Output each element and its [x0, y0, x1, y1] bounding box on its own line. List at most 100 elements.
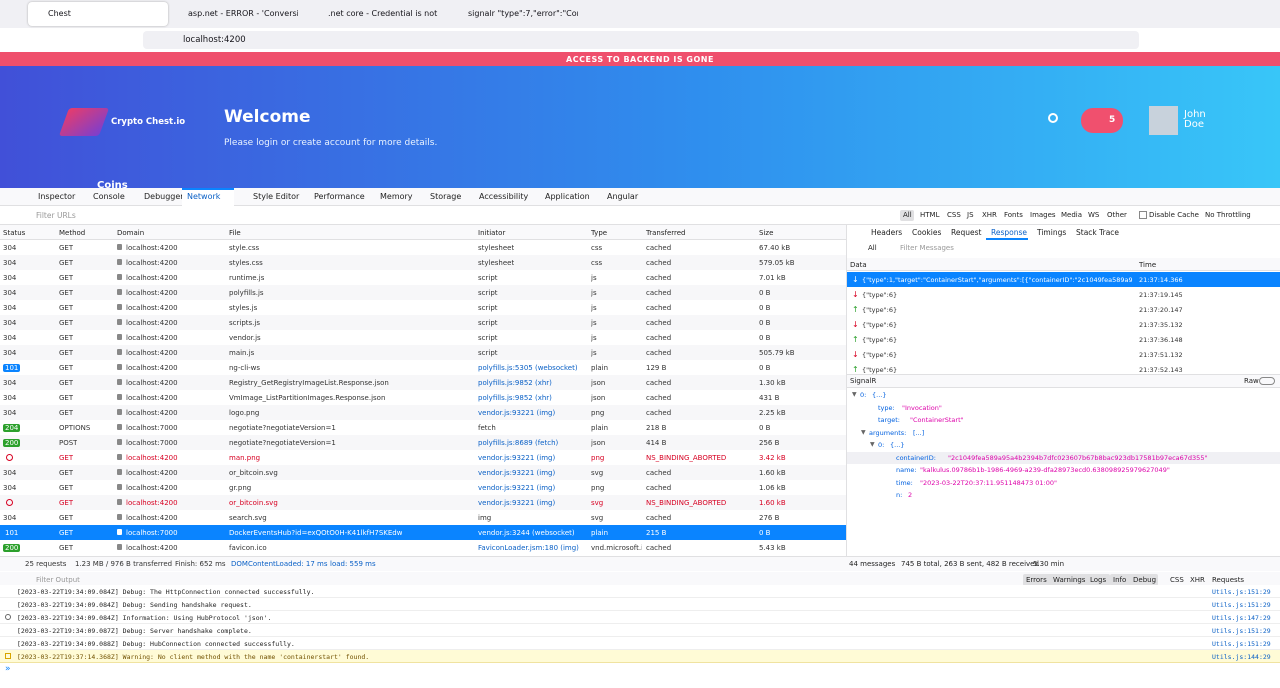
detail-tab[interactable]: Headers — [871, 228, 903, 237]
request-row[interactable] — [0, 375, 846, 390]
message-data[interactable]: {"type":6} — [862, 291, 898, 299]
bell-button[interactable] — [1081, 108, 1123, 133]
request-row[interactable] — [0, 435, 846, 450]
active-tool[interactable] — [182, 188, 234, 206]
column-header[interactable]: Type — [591, 229, 608, 237]
column-header[interactable]: Transferred — [646, 229, 686, 237]
console-source[interactable]: Utils.js:151:29 — [1212, 588, 1271, 596]
request-row[interactable] — [0, 420, 846, 435]
request-row[interactable] — [0, 450, 846, 465]
console-filter-btn[interactable] — [1023, 574, 1056, 586]
console-source[interactable]: Utils.js:151:29 — [1212, 601, 1271, 609]
request-row[interactable] — [0, 255, 846, 270]
console-filter-label[interactable]: Logs — [1090, 576, 1107, 584]
request-row[interactable] — [0, 540, 846, 555]
column-header[interactable]: Status — [3, 229, 26, 237]
tab-title[interactable]: asp.net - ERROR - 'Conversion fr — [188, 9, 298, 18]
console-filter-label[interactable]: XHR — [1190, 576, 1205, 584]
message-filter-input[interactable]: Filter Messages — [900, 244, 954, 252]
message-filter[interactable]: All — [868, 244, 877, 252]
console-filter-label[interactable]: Debug — [1133, 576, 1157, 584]
request-row[interactable] — [0, 270, 846, 285]
message-data[interactable]: {"type":6} — [862, 366, 898, 374]
tab-title[interactable]: .net core - Credential is not sup — [328, 9, 438, 18]
message-data[interactable]: {"type":1,"target":"ContainerStart","arg… — [862, 276, 1132, 284]
request-row[interactable] — [0, 315, 846, 330]
raw-toggle[interactable] — [1259, 377, 1275, 385]
tool-tab[interactable]: Network — [187, 192, 221, 201]
tool-tab[interactable]: Application — [545, 192, 590, 201]
filter-input[interactable]: Filter URLs — [36, 211, 76, 220]
tool-tab[interactable]: Console — [93, 192, 125, 201]
detail-tab[interactable]: Timings — [1037, 228, 1067, 237]
search-icon[interactable] — [1048, 113, 1058, 123]
console-filter-label[interactable]: Requests — [1212, 576, 1245, 584]
type-filter[interactable]: HTML — [920, 211, 940, 219]
type-filter[interactable]: Images — [1030, 211, 1056, 219]
request-row[interactable] — [0, 480, 846, 495]
request-row[interactable] — [0, 345, 846, 360]
request-row[interactable] — [0, 240, 846, 255]
console-source[interactable]: Utils.js:151:29 — [1212, 627, 1271, 635]
console-source[interactable]: Utils.js:144:29 — [1212, 653, 1271, 661]
active-detail-tab[interactable] — [986, 225, 1028, 240]
tool-tab[interactable]: Accessibility — [479, 192, 529, 201]
column-header[interactable]: Domain — [117, 229, 145, 237]
user-name[interactable]: John Doe — [1184, 109, 1206, 130]
type-filter[interactable]: Media — [1061, 211, 1083, 219]
console-filter-label[interactable]: Warnings — [1053, 576, 1086, 584]
console-filter-btn[interactable] — [1050, 574, 1092, 586]
console-filter[interactable]: Filter Output — [36, 576, 80, 584]
detail-tab[interactable]: Cookies — [912, 228, 942, 237]
request-row[interactable] — [0, 330, 846, 345]
tool-tab[interactable]: Memory — [380, 192, 413, 201]
request-row[interactable] — [0, 525, 846, 540]
checkbox[interactable] — [1139, 211, 1147, 219]
console-filter-label[interactable]: Info — [1113, 576, 1127, 584]
tool-tab[interactable]: Storage — [430, 192, 462, 201]
type-filter[interactable]: All — [903, 211, 912, 219]
request-row[interactable] — [0, 495, 846, 510]
column-header[interactable]: File — [229, 229, 241, 237]
request-row[interactable] — [0, 285, 846, 300]
tool-tab[interactable]: Debugger — [144, 192, 184, 201]
type-filter[interactable]: CSS — [947, 211, 961, 219]
type-filter[interactable]: Fonts — [1004, 211, 1023, 219]
request-row[interactable] — [0, 510, 846, 525]
request-row[interactable] — [0, 360, 846, 375]
detail-tab[interactable]: Stack Trace — [1076, 228, 1120, 237]
url[interactable]: localhost:4200 — [183, 35, 246, 45]
type-filter[interactable]: JS — [967, 211, 974, 219]
tool-tab[interactable]: Performance — [314, 192, 365, 201]
disable-cache[interactable]: Disable Cache — [1149, 211, 1199, 219]
console-source[interactable]: Utils.js:151:29 — [1212, 640, 1271, 648]
console-source[interactable]: Utils.js:147:29 — [1212, 614, 1271, 622]
column-header[interactable]: Size — [759, 229, 774, 237]
throttling[interactable]: No Throttling — [1205, 211, 1251, 219]
message-data[interactable]: {"type":6} — [862, 336, 898, 344]
type-filter[interactable]: XHR — [982, 211, 997, 219]
type-filter[interactable]: Other — [1107, 211, 1127, 219]
tool-tab[interactable]: Style Editor — [253, 192, 300, 201]
tool-tab[interactable]: Inspector — [38, 192, 76, 201]
type-filter[interactable]: WS — [1088, 211, 1100, 219]
console-filter-label[interactable]: CSS — [1170, 576, 1184, 584]
column-header[interactable]: Initiator — [478, 229, 506, 237]
message-data[interactable]: {"type":6} — [862, 321, 898, 329]
message-data[interactable]: {"type":6} — [862, 351, 898, 359]
request-row[interactable] — [0, 405, 846, 420]
tool-tab[interactable]: Angular — [607, 192, 639, 201]
console-filter-btn[interactable] — [1130, 574, 1158, 586]
request-row[interactable] — [0, 390, 846, 405]
message-row-selected[interactable] — [847, 272, 1280, 287]
detail-tab[interactable]: Response — [991, 228, 1028, 237]
column-header[interactable]: Method — [59, 229, 86, 237]
detail-tab[interactable]: Request — [951, 228, 982, 237]
console-filter-btn[interactable] — [1087, 574, 1111, 586]
console-filter-btn[interactable] — [1110, 574, 1134, 586]
tab-title[interactable]: signalr "type":7,"error":"Connec — [468, 9, 578, 18]
request-row[interactable] — [0, 300, 846, 315]
console-filter-label[interactable]: Errors — [1026, 576, 1047, 584]
request-row[interactable] — [0, 465, 846, 480]
active-tab[interactable] — [28, 2, 168, 26]
